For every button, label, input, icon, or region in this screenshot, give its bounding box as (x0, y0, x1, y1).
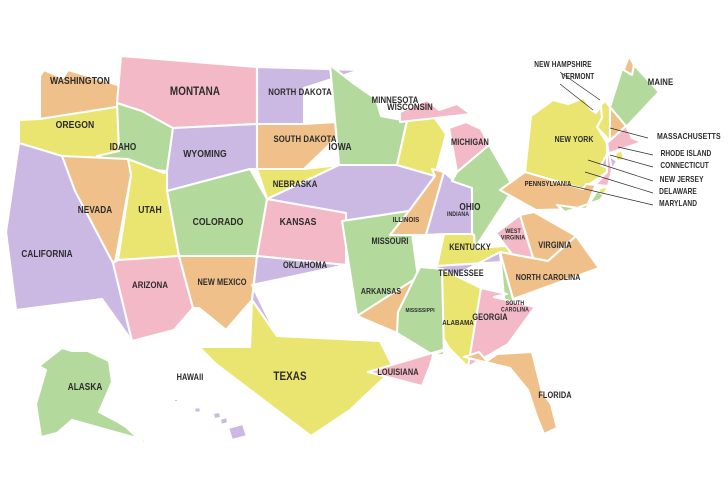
svg-text:TENNESSEE: TENNESSEE (438, 268, 484, 278)
svg-text:NORTH CAROLINA: NORTH CAROLINA (516, 272, 581, 282)
svg-text:GEORGIA: GEORGIA (472, 312, 507, 322)
svg-text:KENTUCKY: KENTUCKY (449, 242, 491, 252)
svg-text:ALASKA: ALASKA (68, 381, 103, 392)
svg-text:IOWA: IOWA (328, 141, 351, 153)
svg-text:FLORIDA: FLORIDA (538, 390, 571, 400)
svg-text:MISSOURI: MISSOURI (371, 236, 408, 246)
svg-text:COLORADO: COLORADO (193, 216, 244, 228)
svg-text:KANSAS: KANSAS (280, 216, 317, 228)
svg-text:OHIO: OHIO (459, 201, 480, 212)
svg-text:MONTANA: MONTANA (170, 85, 220, 98)
svg-text:WISCONSIN: WISCONSIN (387, 101, 433, 112)
svg-text:VIRGINIA: VIRGINIA (538, 240, 571, 250)
svg-text:INDIANA: INDIANA (447, 212, 469, 219)
svg-text:OREGON: OREGON (56, 119, 95, 131)
svg-text:CONNECTICUT: CONNECTICUT (660, 160, 709, 170)
svg-text:IDAHO: IDAHO (110, 141, 137, 152)
svg-text:MAINE: MAINE (648, 76, 674, 87)
svg-text:NEVADA: NEVADA (78, 204, 113, 215)
svg-text:PENNSYLVANIA: PENNSYLVANIA (525, 181, 572, 189)
svg-text:MICHIGAN: MICHIGAN (451, 137, 489, 147)
svg-text:NORTH DAKOTA: NORTH DAKOTA (268, 86, 332, 97)
svg-text:CALIFORNIA: CALIFORNIA (21, 248, 73, 259)
svg-text:MISSISSIPPI: MISSISSIPPI (405, 308, 435, 315)
svg-text:WYOMING: WYOMING (183, 148, 227, 160)
svg-text:RHODE ISLAND: RHODE ISLAND (661, 148, 712, 158)
svg-text:TEXAS: TEXAS (273, 370, 306, 383)
svg-text:MASSACHUSETTS: MASSACHUSETTS (657, 131, 721, 141)
svg-text:NEW HAMPSHIRE: NEW HAMPSHIRE (534, 59, 591, 69)
svg-text:OKLAHOMA: OKLAHOMA (283, 260, 327, 270)
svg-text:VERMONT: VERMONT (561, 71, 595, 81)
svg-text:ARIZONA: ARIZONA (132, 279, 169, 290)
svg-text:MARYLAND: MARYLAND (659, 198, 697, 208)
svg-text:NEW JERSEY: NEW JERSEY (660, 174, 704, 184)
svg-text:ALABAMA: ALABAMA (442, 320, 474, 328)
svg-text:HAWAII: HAWAII (177, 372, 204, 382)
svg-text:LOUISIANA: LOUISIANA (377, 367, 418, 377)
svg-text:WASHINGTON: WASHINGTON (50, 75, 110, 87)
svg-text:ARKANSAS: ARKANSAS (361, 286, 401, 296)
svg-text:NEW YORK: NEW YORK (555, 134, 594, 144)
svg-text:NEBRASKA: NEBRASKA (273, 178, 318, 189)
svg-text:DELAWARE: DELAWARE (659, 186, 697, 196)
svg-text:NEW MEXICO: NEW MEXICO (197, 277, 247, 287)
svg-text:ILLINOIS: ILLINOIS (393, 217, 420, 225)
svg-text:UTAH: UTAH (138, 204, 162, 216)
